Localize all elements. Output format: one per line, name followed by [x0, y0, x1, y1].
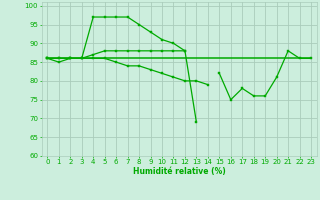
- X-axis label: Humidité relative (%): Humidité relative (%): [133, 167, 226, 176]
